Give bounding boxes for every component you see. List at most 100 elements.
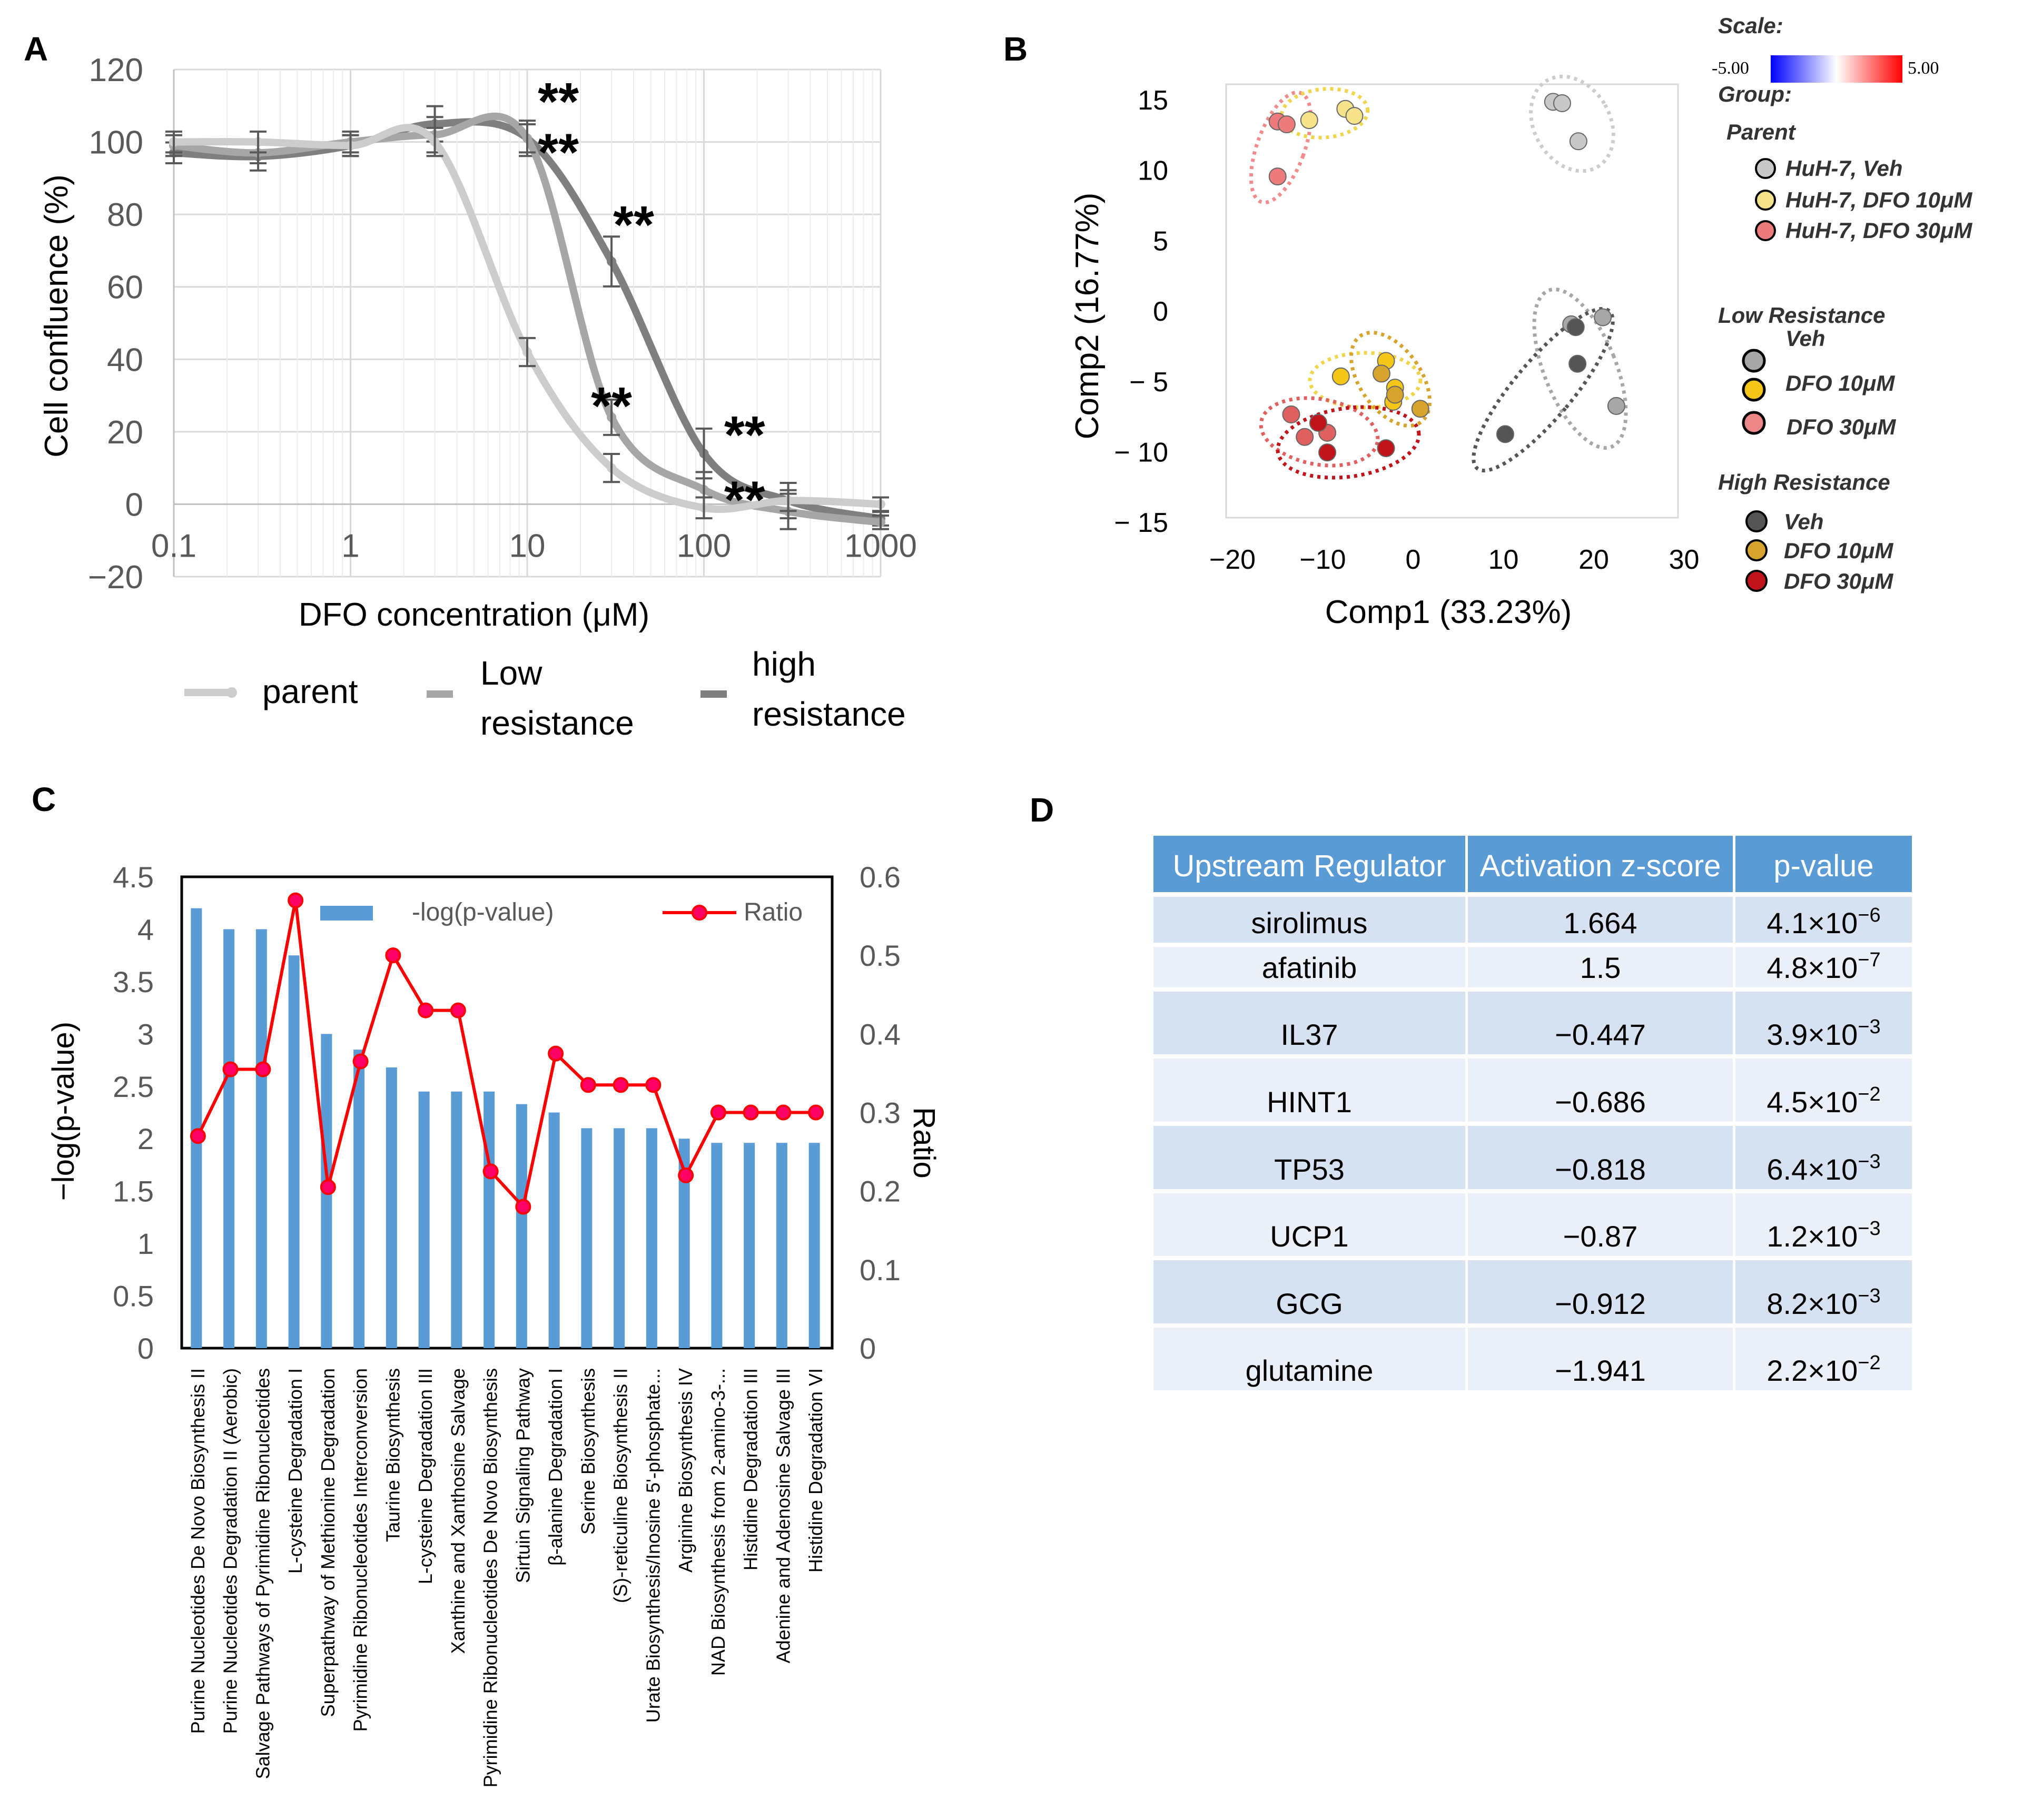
table-regulator: glutamine xyxy=(1246,1354,1374,1387)
table-cell xyxy=(1735,897,1912,943)
table-cell xyxy=(1468,1260,1733,1323)
table-pvalue: 4.1×10−6 xyxy=(1767,904,1880,939)
a-significance-mark: ** xyxy=(613,195,654,254)
c-ratio-point-17 xyxy=(743,1104,759,1121)
panel-c-ratio-line xyxy=(190,892,824,1215)
c-bar-14 xyxy=(646,1128,657,1348)
c-category-label: Pyrimidine Ribonucleotides Interconversi… xyxy=(350,1368,371,1732)
c-y2tick-label: 0.1 xyxy=(860,1253,901,1287)
c-ratio-point-8 xyxy=(450,1002,466,1018)
panel-a-ylabel: Cell confluence (%) xyxy=(38,174,75,458)
c-category-label: L-cysteine Degradation I xyxy=(284,1368,306,1574)
b-point-6 xyxy=(1496,425,1514,443)
legend-low-dfo30-marker xyxy=(1742,411,1766,435)
c-ratio-point-7 xyxy=(418,1002,434,1018)
c-category-label: NAD Biosynthesis from 2-amino-3-... xyxy=(707,1368,729,1676)
table-regulator: afatinib xyxy=(1262,951,1357,984)
c-category-label: β-alanine Degradation I xyxy=(545,1368,566,1566)
panel-d-letter: D xyxy=(1030,791,1054,829)
c-y2tick-label: 0.6 xyxy=(860,860,901,894)
c-ytick-label: 2.5 xyxy=(113,1070,154,1103)
table-pvalue: 3.9×10−3 xyxy=(1767,1016,1880,1051)
a-ytick-label: 100 xyxy=(89,125,143,161)
table-regulator: UCP1 xyxy=(1270,1220,1348,1253)
ellipse-high-dfo30 xyxy=(1276,405,1421,480)
c-ratio-point-18 xyxy=(775,1104,792,1121)
table-regulator: GCG xyxy=(1276,1287,1343,1320)
panel-a-series xyxy=(165,105,889,530)
panel-c: C 0 0.5 1 1.5 2 2.5 3 3.5 4 4.5 0 0.1 0.2 0.3 0.4 0.5 0.… xyxy=(32,780,941,1787)
ellipse-high-veh xyxy=(1472,306,1615,473)
pvalue-exponent: −3 xyxy=(1858,1218,1880,1240)
legend-high-dfo10: DFO 10μM xyxy=(1784,538,1893,563)
c-ytick-label: 0.5 xyxy=(113,1280,154,1313)
c-ratio-point-14 xyxy=(645,1077,662,1093)
a-significance-mark: ** xyxy=(538,123,579,182)
table-cell xyxy=(1468,1126,1733,1189)
b-ytick-label: 0 xyxy=(1153,296,1168,327)
legend-parent-label: parent xyxy=(262,672,358,710)
c-ratio-point-1 xyxy=(222,1061,239,1077)
table-header-text: Upstream Regulator xyxy=(1173,849,1446,883)
c-ratio-point-12 xyxy=(580,1077,596,1093)
table-pvalue: 6.4×10−3 xyxy=(1767,1151,1880,1186)
table-cell xyxy=(1735,1126,1912,1189)
c-ratio-point-6 xyxy=(385,947,401,964)
panel-b-letter: B xyxy=(1003,30,1028,68)
panel-b-ylabel: Comp2 (16.77%) xyxy=(1069,193,1106,440)
legend-high-dfo30-marker xyxy=(1745,570,1768,592)
c-bar-2 xyxy=(255,929,267,1348)
b-point-8 xyxy=(1377,439,1395,458)
pvalue-exponent: −7 xyxy=(1858,949,1880,971)
c-category-label: Pyrimidine Ribonucleotides De Novo Biosy… xyxy=(480,1368,501,1787)
low-group-title: Low Resistance xyxy=(1718,303,1885,328)
legend-parent-dfo30: HuH-7, DFO 30μM xyxy=(1785,218,1972,243)
legend-logp-swatch xyxy=(320,906,373,921)
c-ytick-label: 0 xyxy=(137,1332,154,1365)
c-ratio-point-10 xyxy=(515,1199,531,1215)
legend-ratio-label: Ratio xyxy=(744,898,803,926)
b-point-7 xyxy=(1386,385,1404,404)
a-ytick-label: 120 xyxy=(89,52,143,88)
table-pvalue: 2.2×10−2 xyxy=(1767,1352,1880,1387)
a-ytick-label: 60 xyxy=(107,270,143,306)
table-header-text: p-value xyxy=(1773,849,1873,883)
c-bar-15 xyxy=(678,1139,690,1348)
pvalue-exponent: −6 xyxy=(1858,904,1880,926)
table-header-cell xyxy=(1735,836,1912,892)
a-series-line-0 xyxy=(170,124,884,513)
table-cell xyxy=(1153,947,1465,987)
c-ytick-label: 2 xyxy=(137,1122,154,1155)
c-category-label: (S)-reticuline Biosynthesis II xyxy=(610,1368,631,1603)
b-xtick-label: −10 xyxy=(1299,545,1346,575)
a-xtick-label: 1000 xyxy=(844,528,917,564)
a-significance-mark: ** xyxy=(538,72,579,131)
b-xtick-label: 30 xyxy=(1669,545,1700,575)
c-bar-9 xyxy=(483,1091,495,1348)
legend-parent-marker xyxy=(226,687,237,698)
table-cell xyxy=(1735,1059,1912,1122)
b-ytick-label: − 10 xyxy=(1114,438,1168,468)
c-category-label: Urate Biosynthesis/Inosine 5'-phosphate.… xyxy=(642,1368,664,1723)
legend-low-dfo10: DFO 10μM xyxy=(1785,371,1895,395)
table-header-text: Activation z-score xyxy=(1480,849,1721,883)
legend-high-dfo30: DFO 30μM xyxy=(1784,569,1893,594)
c-ytick-label: 4.5 xyxy=(113,860,154,894)
pvalue-base: 8.2×10 xyxy=(1767,1287,1858,1320)
ellipse-parent-dfo30 xyxy=(1249,90,1313,205)
b-point-1 xyxy=(1345,107,1364,125)
legend-low-label-2: resistance xyxy=(480,704,634,742)
table-cell xyxy=(1153,897,1465,943)
legend-high-veh-marker xyxy=(1745,510,1768,532)
c-ratio-point-3 xyxy=(288,892,304,908)
table-zscore: −0.912 xyxy=(1555,1287,1646,1320)
legend-low-label-1: Low xyxy=(480,654,542,692)
c-bar-6 xyxy=(386,1067,397,1348)
c-category-label: Adenine and Adenosine Salvage III xyxy=(772,1368,794,1663)
table-regulator: HINT1 xyxy=(1267,1085,1352,1119)
b-point-8 xyxy=(1309,414,1327,432)
c-ytick-label: 3.5 xyxy=(113,965,154,998)
c-ytick-label: 3 xyxy=(137,1017,154,1051)
table-cell xyxy=(1153,992,1465,1054)
